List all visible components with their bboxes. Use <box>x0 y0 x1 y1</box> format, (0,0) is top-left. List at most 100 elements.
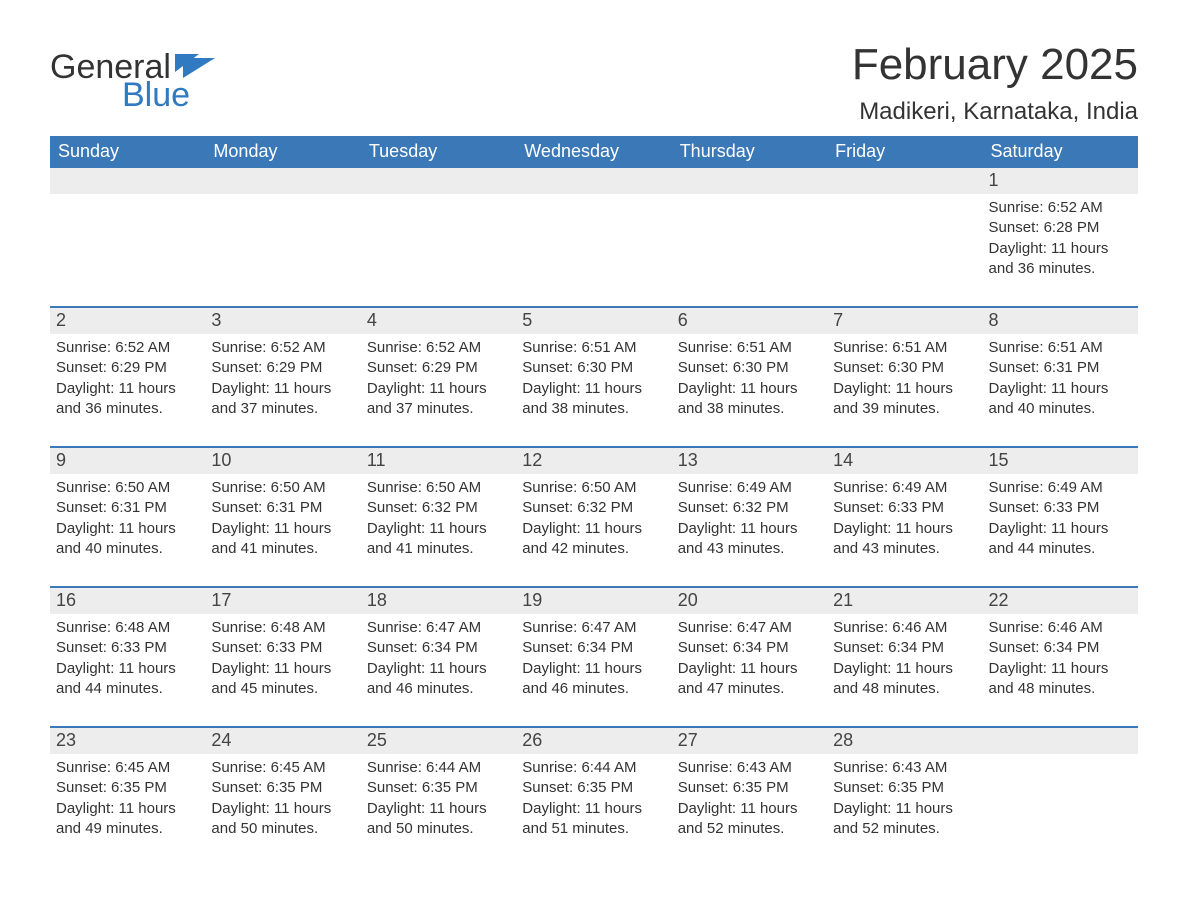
calendar-day: 16Sunrise: 6:48 AMSunset: 6:33 PMDayligh… <box>50 588 205 710</box>
calendar-day <box>827 168 982 290</box>
calendar-week: 9Sunrise: 6:50 AMSunset: 6:31 PMDaylight… <box>50 446 1138 570</box>
day-number: 5 <box>516 308 671 334</box>
header: General Blue February 2025 Madikeri, Kar… <box>50 40 1138 126</box>
sunset-text: Sunset: 6:29 PM <box>367 358 508 378</box>
sunrise-text: Sunrise: 6:43 AM <box>833 758 974 778</box>
calendar-day <box>205 168 360 290</box>
sunset-text: Sunset: 6:35 PM <box>678 778 819 798</box>
sunset-text: Sunset: 6:35 PM <box>56 778 197 798</box>
daylight-text: Daylight: 11 hours and 50 minutes. <box>211 799 352 840</box>
day-details: Sunrise: 6:45 AMSunset: 6:35 PMDaylight:… <box>205 754 352 839</box>
day-number: 20 <box>672 588 827 614</box>
calendar-day: 13Sunrise: 6:49 AMSunset: 6:32 PMDayligh… <box>672 448 827 570</box>
logo-word-blue: Blue <box>122 78 215 112</box>
sunset-text: Sunset: 6:30 PM <box>833 358 974 378</box>
day-details: Sunrise: 6:46 AMSunset: 6:34 PMDaylight:… <box>827 614 974 699</box>
calendar-day: 11Sunrise: 6:50 AMSunset: 6:32 PMDayligh… <box>361 448 516 570</box>
day-details: Sunrise: 6:45 AMSunset: 6:35 PMDaylight:… <box>50 754 197 839</box>
sunrise-text: Sunrise: 6:51 AM <box>522 338 663 358</box>
calendar-week: 16Sunrise: 6:48 AMSunset: 6:33 PMDayligh… <box>50 586 1138 710</box>
day-number: 28 <box>827 728 982 754</box>
day-number: 10 <box>205 448 360 474</box>
day-details: Sunrise: 6:50 AMSunset: 6:31 PMDaylight:… <box>50 474 197 559</box>
day-details: Sunrise: 6:51 AMSunset: 6:30 PMDaylight:… <box>827 334 974 419</box>
calendar: Sunday Monday Tuesday Wednesday Thursday… <box>50 136 1138 850</box>
calendar-day: 21Sunrise: 6:46 AMSunset: 6:34 PMDayligh… <box>827 588 982 710</box>
sunrise-text: Sunrise: 6:48 AM <box>211 618 352 638</box>
sunset-text: Sunset: 6:32 PM <box>678 498 819 518</box>
sunrise-text: Sunrise: 6:51 AM <box>989 338 1130 358</box>
sunrise-text: Sunrise: 6:49 AM <box>833 478 974 498</box>
day-number: 18 <box>361 588 516 614</box>
sunrise-text: Sunrise: 6:45 AM <box>56 758 197 778</box>
day-number: 7 <box>827 308 982 334</box>
daylight-text: Daylight: 11 hours and 42 minutes. <box>522 519 663 560</box>
sunset-text: Sunset: 6:34 PM <box>522 638 663 658</box>
calendar-day: 22Sunrise: 6:46 AMSunset: 6:34 PMDayligh… <box>983 588 1138 710</box>
sunset-text: Sunset: 6:34 PM <box>833 638 974 658</box>
day-number <box>50 168 205 194</box>
day-details: Sunrise: 6:48 AMSunset: 6:33 PMDaylight:… <box>205 614 352 699</box>
day-number: 9 <box>50 448 205 474</box>
calendar-day <box>361 168 516 290</box>
calendar-day: 1Sunrise: 6:52 AMSunset: 6:28 PMDaylight… <box>983 168 1138 290</box>
daylight-text: Daylight: 11 hours and 38 minutes. <box>522 379 663 420</box>
day-details: Sunrise: 6:52 AMSunset: 6:29 PMDaylight:… <box>361 334 508 419</box>
daylight-text: Daylight: 11 hours and 52 minutes. <box>678 799 819 840</box>
weekday-header: Thursday <box>672 136 827 168</box>
daylight-text: Daylight: 11 hours and 46 minutes. <box>522 659 663 700</box>
daylight-text: Daylight: 11 hours and 45 minutes. <box>211 659 352 700</box>
sunset-text: Sunset: 6:32 PM <box>522 498 663 518</box>
day-number: 6 <box>672 308 827 334</box>
sunrise-text: Sunrise: 6:52 AM <box>367 338 508 358</box>
day-details: Sunrise: 6:51 AMSunset: 6:30 PMDaylight:… <box>516 334 663 419</box>
day-number: 19 <box>516 588 671 614</box>
calendar-day: 9Sunrise: 6:50 AMSunset: 6:31 PMDaylight… <box>50 448 205 570</box>
sunset-text: Sunset: 6:30 PM <box>522 358 663 378</box>
sunrise-text: Sunrise: 6:51 AM <box>833 338 974 358</box>
day-details: Sunrise: 6:44 AMSunset: 6:35 PMDaylight:… <box>361 754 508 839</box>
daylight-text: Daylight: 11 hours and 36 minutes. <box>56 379 197 420</box>
daylight-text: Daylight: 11 hours and 48 minutes. <box>833 659 974 700</box>
sunset-text: Sunset: 6:31 PM <box>56 498 197 518</box>
day-number: 4 <box>361 308 516 334</box>
daylight-text: Daylight: 11 hours and 44 minutes. <box>56 659 197 700</box>
day-details: Sunrise: 6:47 AMSunset: 6:34 PMDaylight:… <box>672 614 819 699</box>
sunrise-text: Sunrise: 6:50 AM <box>522 478 663 498</box>
day-details: Sunrise: 6:47 AMSunset: 6:34 PMDaylight:… <box>516 614 663 699</box>
sunset-text: Sunset: 6:35 PM <box>367 778 508 798</box>
day-details: Sunrise: 6:44 AMSunset: 6:35 PMDaylight:… <box>516 754 663 839</box>
day-number <box>672 168 827 194</box>
calendar-day: 23Sunrise: 6:45 AMSunset: 6:35 PMDayligh… <box>50 728 205 850</box>
sunrise-text: Sunrise: 6:52 AM <box>56 338 197 358</box>
location-label: Madikeri, Karnataka, India <box>852 98 1138 126</box>
day-details: Sunrise: 6:49 AMSunset: 6:32 PMDaylight:… <box>672 474 819 559</box>
day-number: 26 <box>516 728 671 754</box>
calendar-day: 12Sunrise: 6:50 AMSunset: 6:32 PMDayligh… <box>516 448 671 570</box>
logo: General Blue <box>50 50 215 112</box>
day-number: 2 <box>50 308 205 334</box>
sunset-text: Sunset: 6:34 PM <box>678 638 819 658</box>
calendar-day: 6Sunrise: 6:51 AMSunset: 6:30 PMDaylight… <box>672 308 827 430</box>
calendar-day: 19Sunrise: 6:47 AMSunset: 6:34 PMDayligh… <box>516 588 671 710</box>
calendar-day <box>50 168 205 290</box>
sunset-text: Sunset: 6:33 PM <box>989 498 1130 518</box>
daylight-text: Daylight: 11 hours and 46 minutes. <box>367 659 508 700</box>
day-number <box>827 168 982 194</box>
day-number: 12 <box>516 448 671 474</box>
calendar-day: 14Sunrise: 6:49 AMSunset: 6:33 PMDayligh… <box>827 448 982 570</box>
calendar-day: 8Sunrise: 6:51 AMSunset: 6:31 PMDaylight… <box>983 308 1138 430</box>
day-number: 22 <box>983 588 1138 614</box>
day-details: Sunrise: 6:50 AMSunset: 6:32 PMDaylight:… <box>516 474 663 559</box>
sunrise-text: Sunrise: 6:48 AM <box>56 618 197 638</box>
sunset-text: Sunset: 6:35 PM <box>833 778 974 798</box>
day-details: Sunrise: 6:43 AMSunset: 6:35 PMDaylight:… <box>827 754 974 839</box>
day-number: 27 <box>672 728 827 754</box>
daylight-text: Daylight: 11 hours and 41 minutes. <box>211 519 352 560</box>
sunrise-text: Sunrise: 6:52 AM <box>211 338 352 358</box>
day-details: Sunrise: 6:49 AMSunset: 6:33 PMDaylight:… <box>983 474 1130 559</box>
day-details: Sunrise: 6:48 AMSunset: 6:33 PMDaylight:… <box>50 614 197 699</box>
calendar-day <box>983 728 1138 850</box>
daylight-text: Daylight: 11 hours and 51 minutes. <box>522 799 663 840</box>
sunrise-text: Sunrise: 6:52 AM <box>989 198 1130 218</box>
